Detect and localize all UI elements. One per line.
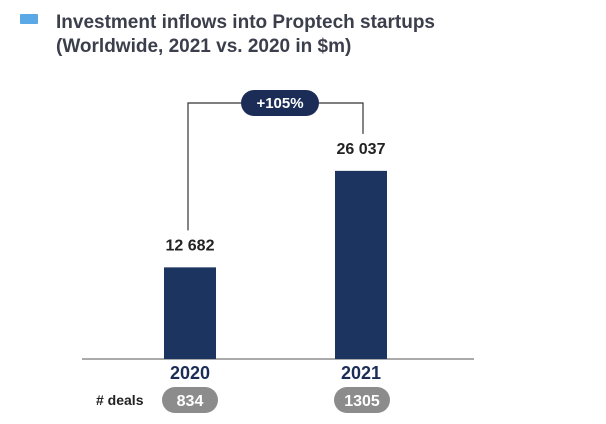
bar-2020	[164, 267, 216, 359]
growth-pill	[241, 90, 319, 116]
bar-2021	[335, 170, 387, 359]
category-label-2021: 2021	[341, 363, 381, 383]
legend-square-icon	[20, 14, 38, 24]
value-label-2020: 12 682	[166, 237, 215, 254]
chart-title-line2: (Worldwide, 2021 vs. 2020 in $m)	[56, 36, 351, 57]
growth-label: +105%	[256, 95, 303, 112]
deals-value-2020: 834	[177, 393, 204, 410]
category-label-2020: 2020	[170, 363, 210, 383]
deals-value-2021: 1305	[344, 393, 380, 410]
chart-title-line1: Investment inflows into Proptech startup…	[56, 12, 435, 33]
value-label-2021: 26 037	[337, 141, 386, 158]
deals-pill-2021	[334, 387, 390, 413]
deals-pill-2020	[162, 387, 218, 413]
deals-label: # deals	[96, 392, 144, 408]
